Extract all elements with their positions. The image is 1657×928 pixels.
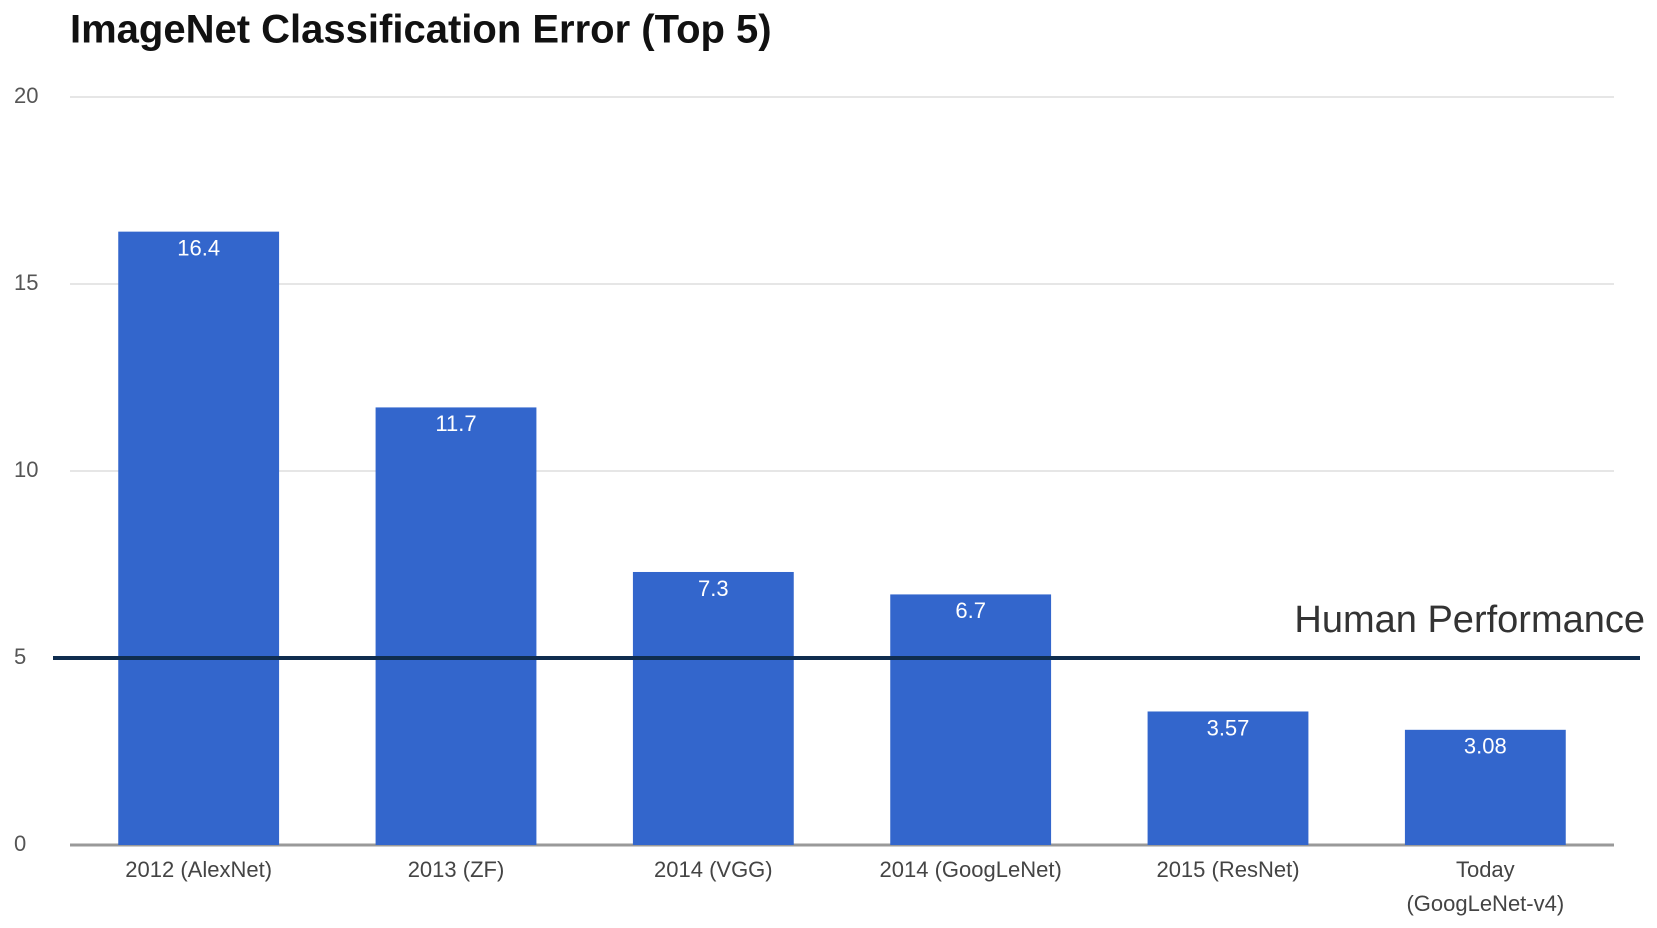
y-tick-label: 15: [14, 270, 38, 295]
y-tick-label: 20: [14, 83, 38, 108]
value-label: 11.7: [435, 411, 476, 436]
bar: [118, 231, 280, 845]
x-tick-label: 2015 (ResNet): [1156, 857, 1300, 882]
bar: [632, 571, 794, 845]
y-tick-label: 10: [14, 457, 38, 482]
x-tick-label: 2012 (AlexNet): [125, 857, 273, 882]
value-label: 7.3: [698, 576, 729, 601]
bar: [1147, 711, 1309, 845]
bar: [1404, 729, 1566, 845]
bar: [890, 594, 1052, 845]
value-label: 3.57: [1207, 715, 1250, 740]
x-tick-label: Today (GoogLeNet-v4): [1406, 857, 1565, 916]
x-tick-label: 2014 (VGG): [654, 857, 773, 882]
value-label: 6.7: [955, 598, 986, 623]
y-tick-label: 5: [14, 644, 26, 669]
value-label: 16.4: [177, 235, 220, 260]
bar: [375, 407, 537, 845]
value-label: 3.08: [1464, 734, 1507, 759]
y-tick-label: 0: [14, 831, 26, 856]
reference-label: Human Performance: [1294, 599, 1645, 641]
chart-title: ImageNet Classification Error (Top 5): [70, 8, 772, 52]
x-tick-label: 2013 (ZF): [407, 857, 505, 882]
x-tick-label: 2014 (GoogLeNet): [879, 857, 1062, 882]
